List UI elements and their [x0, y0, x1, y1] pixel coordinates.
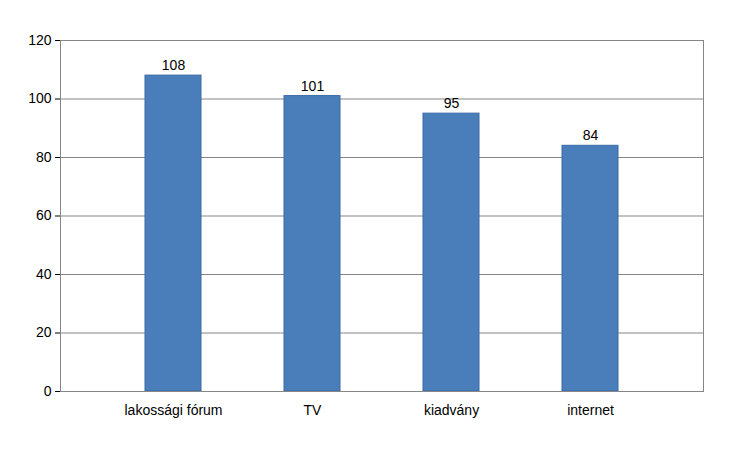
svg-text:100: 100 — [28, 90, 52, 106]
svg-text:internet: internet — [567, 402, 614, 418]
svg-text:20: 20 — [36, 324, 52, 340]
svg-text:95: 95 — [444, 95, 460, 111]
svg-text:101: 101 — [301, 78, 325, 94]
svg-text:120: 120 — [28, 32, 52, 48]
svg-text:108: 108 — [162, 57, 186, 73]
svg-text:40: 40 — [36, 266, 52, 282]
svg-text:TV: TV — [304, 402, 323, 418]
svg-text:0: 0 — [44, 383, 52, 399]
svg-text:84: 84 — [583, 127, 599, 143]
svg-text:60: 60 — [36, 207, 52, 223]
svg-text:kiadvány: kiadvány — [424, 402, 479, 418]
svg-text:lakossági fórum: lakossági fórum — [124, 402, 222, 418]
svg-text:80: 80 — [36, 149, 52, 165]
